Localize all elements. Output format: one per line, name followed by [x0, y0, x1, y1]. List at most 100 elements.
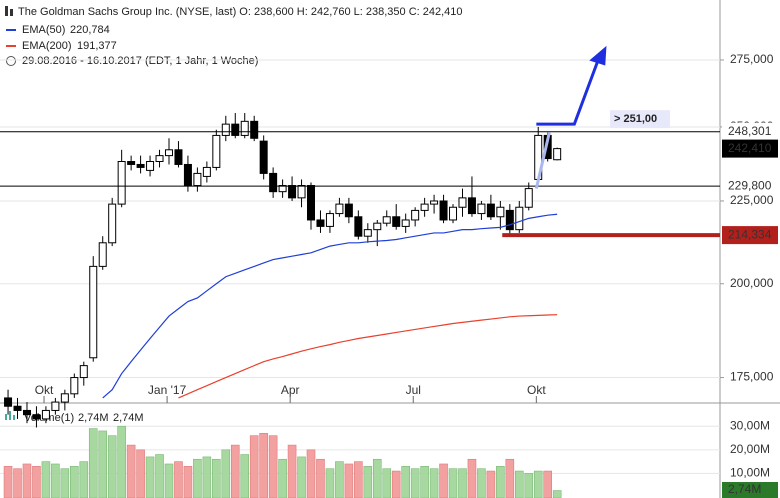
- candle-body: [193, 172, 202, 187]
- candle-body: [288, 185, 297, 199]
- volume-bar: [51, 463, 60, 498]
- legend-label: EMA(50): [22, 24, 65, 36]
- candle-body: [307, 185, 316, 221]
- candle-body: [316, 219, 325, 227]
- candle-body: [259, 140, 268, 174]
- volume-bar: [268, 435, 278, 498]
- candle-body: [174, 149, 183, 165]
- volume-bar: [212, 458, 221, 498]
- volume-bar: [117, 425, 126, 498]
- candle-body: [183, 163, 192, 187]
- volume-bar: [98, 430, 108, 498]
- volume-last-label: 2,74M: [728, 482, 761, 496]
- target-label-box: [610, 110, 670, 129]
- candle-body: [392, 216, 401, 227]
- arrow-head: [589, 45, 607, 66]
- candle-body: [231, 123, 240, 136]
- volume-bar: [354, 461, 363, 498]
- candle-body: [278, 185, 287, 193]
- price-label: 229,800: [728, 178, 772, 192]
- target-label: > 251,00: [614, 113, 657, 125]
- volume-last-box: [722, 482, 778, 498]
- volume-bar: [249, 435, 259, 498]
- candle-body: [221, 123, 230, 136]
- volume-bar: [306, 449, 316, 498]
- candle-body: [79, 365, 88, 379]
- candle-body: [136, 163, 145, 168]
- legend-value: 191,377: [77, 40, 117, 52]
- candle-body: [297, 185, 306, 199]
- candle-body: [117, 161, 126, 205]
- volume-bar: [325, 468, 335, 498]
- candle-body: [22, 409, 31, 416]
- volume-bar: [477, 468, 486, 498]
- volume-bar: [382, 468, 392, 498]
- volume-bar: [448, 468, 458, 498]
- target-arrow: [536, 53, 602, 126]
- y-tick-label: 225,000: [730, 193, 774, 207]
- volume-bar: [297, 456, 306, 498]
- candle-body: [524, 188, 533, 208]
- candle-body: [325, 213, 334, 227]
- volume-bar: [467, 458, 477, 498]
- ema-line: [178, 314, 558, 399]
- price-label-box: [722, 177, 778, 196]
- volume-bar: [335, 461, 344, 498]
- volume-bar: [391, 470, 401, 498]
- candle-body: [202, 166, 211, 177]
- candle-body: [335, 203, 344, 215]
- candle-body: [89, 265, 98, 359]
- candle-body: [496, 206, 505, 218]
- volume-bar: [221, 449, 231, 498]
- candle-body: [467, 197, 476, 215]
- volume-bar: [401, 466, 410, 498]
- candle-body: [127, 161, 136, 165]
- candle-body: [32, 414, 41, 420]
- legend-value: 220,784: [70, 24, 110, 36]
- price-label: 214,334: [728, 227, 772, 241]
- candle-body: [439, 200, 448, 221]
- candle-body: [155, 155, 164, 163]
- volume-bar: [543, 470, 552, 498]
- candle-body: [250, 120, 259, 139]
- volume-bar: [22, 463, 32, 498]
- chart-title: The Goldman Sachs Group Inc. (NYSE, last…: [18, 6, 463, 18]
- volume-bar: [193, 458, 202, 498]
- volume-legend-value: 2,74M: [113, 412, 144, 424]
- candle-body: [269, 172, 278, 193]
- volume-bar: [505, 458, 515, 498]
- volume-bar: [230, 444, 240, 498]
- candle-body: [13, 405, 22, 411]
- candle-body: [477, 203, 486, 215]
- volume-bar: [136, 449, 145, 498]
- date-range: 29.08.2016 - 16.10.2017 (EDT, 1 Jahr, 1 …: [22, 55, 258, 67]
- ema-line: [102, 213, 558, 399]
- volume-bar: [70, 466, 79, 498]
- volume-bar: [174, 461, 183, 498]
- volume-bar: [79, 461, 89, 498]
- candle-body: [449, 206, 458, 221]
- volume-bar: [32, 466, 41, 498]
- legend-label: EMA(200): [22, 40, 72, 52]
- candle-body: [486, 203, 495, 218]
- menu-icon: [5, 6, 13, 16]
- volume-bar: [533, 470, 543, 498]
- volume-bar: [552, 490, 562, 498]
- volume-bar: [164, 463, 174, 498]
- volume-bar: [183, 466, 193, 498]
- volume-bar: [278, 458, 287, 498]
- y-tick-label: 200,000: [730, 276, 774, 290]
- candle-body: [363, 229, 372, 237]
- volume-bar: [524, 473, 534, 498]
- volume-bar: [287, 444, 297, 498]
- candle-body: [382, 216, 391, 224]
- candle-body: [51, 401, 60, 411]
- volume-bar: [107, 435, 117, 498]
- volume-bar: [259, 433, 268, 498]
- candle-body: [41, 409, 50, 420]
- last-price-label: 242,410: [728, 141, 772, 155]
- volume-bar: [3, 466, 13, 498]
- volume-bar: [514, 470, 524, 498]
- candle-body: [373, 222, 382, 231]
